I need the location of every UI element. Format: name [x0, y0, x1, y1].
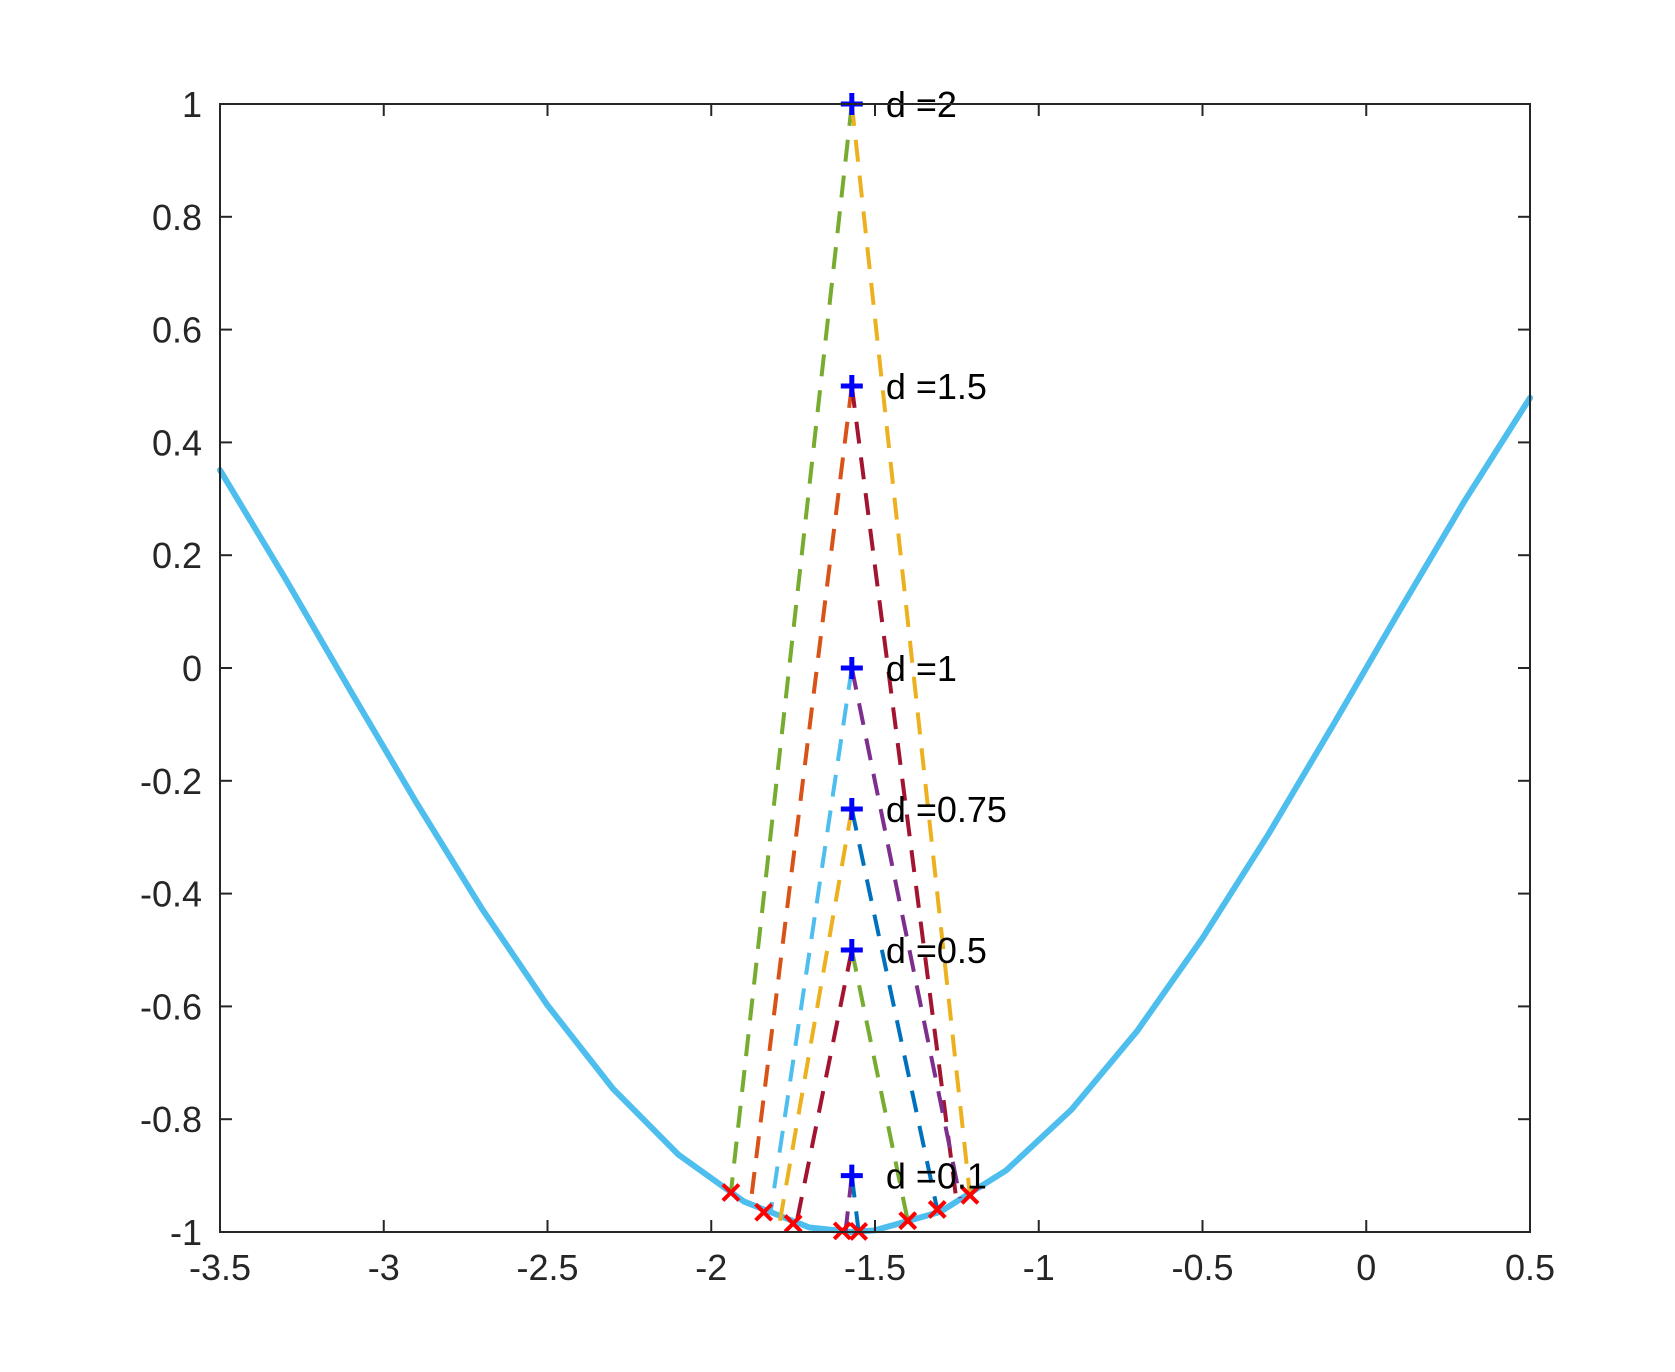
dashed-segment-2 [748, 385, 854, 1205]
axes-layer: -3.5 -3 -2.5 -2 -1.5 -1 -0.5 0 0.5 -1 -0.8 -0.6 -0.4… [140, 84, 1555, 1288]
x-tick-label-7: 0 [1356, 1247, 1376, 1288]
foot-marker-6 [927, 1200, 947, 1219]
y-tick-label-8: 0.6 [152, 310, 202, 351]
dashed-segment-3 [849, 385, 959, 1205]
x-tick-label-2: -2.5 [516, 1247, 578, 1288]
y-tick-label-3: -0.4 [140, 874, 202, 915]
foot-marker-5 [898, 1211, 918, 1231]
dashed-segment-8 [794, 949, 854, 1224]
x-tick-label-4: -1.5 [844, 1247, 906, 1288]
x-tick-label-1: -3 [368, 1247, 400, 1288]
marker-layer [721, 93, 980, 1241]
plot-area [220, 104, 1530, 1232]
center-marker-2 [840, 657, 863, 679]
center-marker-3 [840, 798, 863, 820]
center-marker-5 [840, 1164, 863, 1187]
x-tick-label-8: 0.5 [1505, 1247, 1555, 1288]
dashed-segment-0 [728, 103, 854, 1193]
foot-marker-7 [960, 1185, 980, 1205]
x-tick-label-3: -2 [695, 1247, 727, 1288]
y-tick-label-9: 0.8 [152, 197, 202, 238]
center-point-label-4: d =0.5 [886, 930, 987, 971]
dashed-segment-4 [768, 667, 854, 1216]
center-point-label-2: d =1 [886, 648, 957, 689]
foot-marker-1 [754, 1202, 774, 1222]
center-marker-4 [840, 939, 863, 961]
foot-marker-2 [783, 1214, 803, 1233]
dashed-segment-1 [849, 103, 972, 1196]
y-tick-label-2: -0.6 [140, 986, 202, 1027]
center-point-label-5: d =0.1 [886, 1156, 987, 1197]
y-tick-label-10: 1 [182, 84, 202, 125]
center-point-label-3: d =0.75 [886, 789, 1007, 830]
y-tick-label-5: 0 [182, 648, 202, 689]
foot-marker-0 [721, 1183, 741, 1202]
x-tick-label-6: -0.5 [1171, 1247, 1233, 1288]
center-point-label-1: d =1.5 [886, 366, 987, 407]
y-tick-label-7: 0.4 [152, 422, 202, 463]
dashed-segment-7 [849, 808, 940, 1210]
y-tick-label-6: 0.2 [152, 535, 202, 576]
y-tick-label-1: -0.8 [140, 1099, 202, 1140]
x-tick-label-0: -3.5 [189, 1247, 251, 1288]
x-tick-label-5: -1 [1023, 1247, 1055, 1288]
y-tick-label-4: -0.2 [140, 761, 202, 802]
foot-marker-3 [832, 1221, 852, 1241]
dashed-segment-5 [849, 667, 963, 1199]
y-tick-label-0: -1 [170, 1212, 202, 1253]
point-label-layer: d =2d =1.5d =1d =0.75d =0.5d =0.1 [886, 84, 1007, 1197]
dashed-segment-9 [849, 949, 910, 1222]
center-marker-1 [840, 375, 863, 397]
